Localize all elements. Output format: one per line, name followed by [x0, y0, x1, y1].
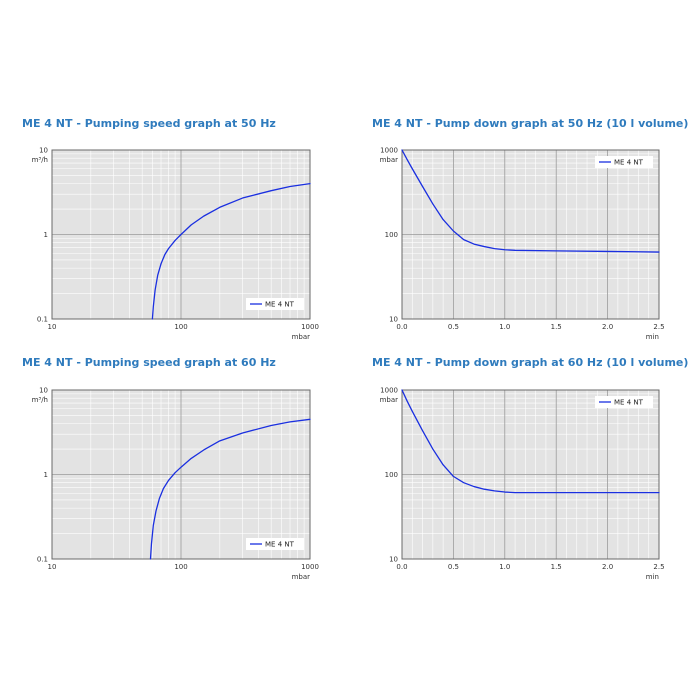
plot-frame: [401, 149, 660, 320]
x-tick-label: 2.0: [602, 323, 613, 331]
legend-box: [595, 156, 653, 168]
y-tick-label: 1000: [380, 147, 398, 155]
legend-label: ME 4 NT: [265, 301, 295, 309]
plot-frame: [401, 389, 660, 560]
grid: [402, 150, 659, 319]
grid: [402, 390, 659, 559]
plot-frame: [51, 389, 311, 560]
grid: [52, 150, 310, 319]
x-tick-label: 1.0: [499, 563, 510, 571]
legend-box: [246, 538, 304, 550]
y-tick-label: 0.1: [37, 316, 48, 324]
legend-label: ME 4 NT: [614, 159, 644, 167]
series-line: [149, 418, 311, 560]
x-tick-label: 100: [174, 323, 187, 331]
plot-frame: [51, 149, 311, 320]
x-tick-label: 1.5: [551, 323, 562, 331]
x-tick-label: 2.5: [653, 563, 664, 571]
x-tick-label: 0.5: [448, 563, 459, 571]
y-tick-label: 100: [385, 231, 398, 239]
x-tick-label: 1.0: [499, 323, 510, 331]
y-unit-label: m³/h: [32, 396, 48, 404]
chart-title: ME 4 NT - Pump down graph at 50 Hz (10 l…: [372, 117, 689, 130]
series-line: [151, 182, 311, 320]
y-tick-label: 1: [44, 471, 48, 479]
x-tick-label: 2.0: [602, 563, 613, 571]
y-tick-label: 10: [389, 556, 398, 564]
x-unit-label: min: [646, 333, 659, 341]
y-tick-label: 10: [39, 387, 48, 395]
chart-title: ME 4 NT - Pumping speed graph at 60 Hz: [22, 356, 276, 369]
y-tick-label: 1000: [380, 387, 398, 395]
grid: [52, 390, 310, 559]
series-line: [401, 149, 660, 253]
legend-label: ME 4 NT: [265, 541, 295, 549]
x-tick-label: 0.0: [396, 323, 407, 331]
y-tick-label: 100: [385, 471, 398, 479]
y-tick-label: 10: [39, 147, 48, 155]
x-tick-label: 10: [48, 323, 57, 331]
x-tick-label: 2.5: [653, 323, 664, 331]
legend: ME 4 NT: [246, 538, 304, 550]
legend: ME 4 NT: [246, 298, 304, 310]
y-unit-label: m³/h: [32, 156, 48, 164]
x-tick-label: 0.5: [448, 323, 459, 331]
x-tick-label: 0.0: [396, 563, 407, 571]
series-line: [401, 389, 660, 494]
x-tick-label: 1.5: [551, 563, 562, 571]
chart-title: ME 4 NT - Pumping speed graph at 50 Hz: [22, 117, 276, 130]
x-unit-label: mbar: [292, 333, 311, 341]
x-tick-label: 10: [48, 563, 57, 571]
legend: ME 4 NT: [595, 156, 653, 168]
y-tick-label: 0.1: [37, 556, 48, 564]
legend-box: [595, 396, 653, 408]
legend-label: ME 4 NT: [614, 399, 644, 407]
x-unit-label: mbar: [292, 573, 311, 581]
y-unit-label: mbar: [380, 156, 399, 164]
legend-box: [246, 298, 304, 310]
y-tick-label: 10: [389, 316, 398, 324]
chart-title: ME 4 NT - Pump down graph at 60 Hz (10 l…: [372, 356, 689, 369]
x-tick-label: 1000: [301, 323, 319, 331]
x-tick-label: 1000: [301, 563, 319, 571]
y-unit-label: mbar: [380, 396, 399, 404]
x-tick-label: 100: [174, 563, 187, 571]
x-unit-label: min: [646, 573, 659, 581]
y-tick-label: 1: [44, 231, 48, 239]
legend: ME 4 NT: [595, 396, 653, 408]
